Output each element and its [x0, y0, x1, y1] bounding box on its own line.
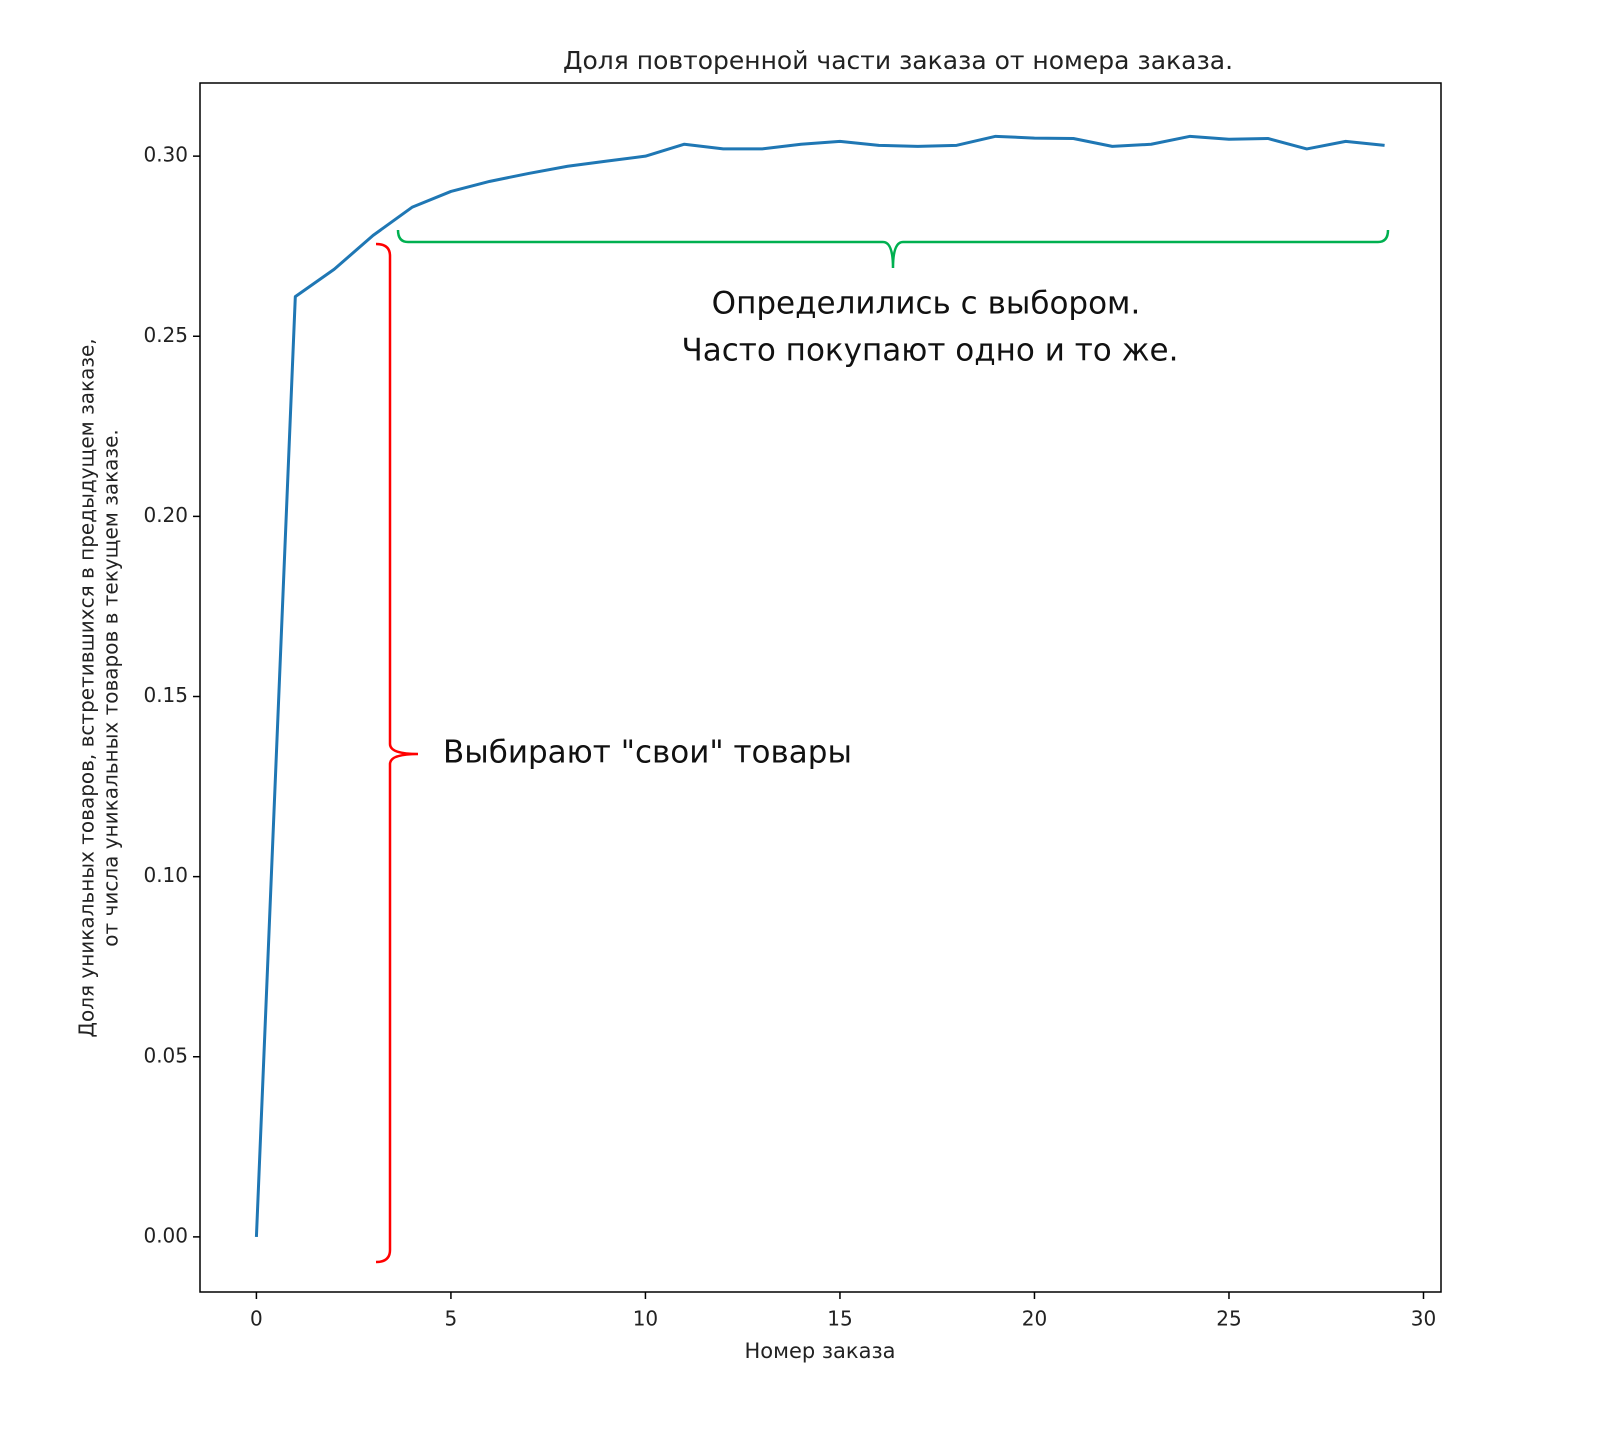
x-tick-label: 20	[1022, 1307, 1047, 1331]
brace	[396, 229, 1390, 269]
y-axis-label-line: от числа уникальных товаров в текущем за…	[99, 429, 123, 946]
x-tick-label: 10	[633, 1307, 658, 1331]
data-line	[254, 134, 1385, 1237]
y-tick-label: 0.05	[143, 1043, 188, 1067]
axes-frame	[199, 82, 1442, 1293]
y-axis-label: Доля уникальных товаров, встретившихся в…	[75, 338, 123, 1037]
x-tick-label: 25	[1216, 1307, 1241, 1331]
x-tick-label: 15	[827, 1307, 852, 1331]
y-tick-label: 0.15	[143, 683, 188, 707]
y-tick-label: 0.00	[143, 1223, 188, 1247]
annotation-text: Выбирают "свои" товары	[443, 735, 852, 771]
y-tick-label: 0.10	[143, 863, 188, 887]
brace	[375, 242, 419, 1264]
annotation-text: Определились с выбором.	[712, 286, 1141, 322]
chart-title: Доля повторенной части заказа от номера …	[563, 46, 1233, 75]
x-axis-label: Номер заказа	[744, 1339, 895, 1363]
x-tick-label: 30	[1411, 1307, 1436, 1331]
x-tick-label: 0	[250, 1307, 263, 1331]
y-tick-label: 0.30	[143, 143, 188, 167]
x-tick-label: 5	[445, 1307, 458, 1331]
y-tick-label: 0.25	[143, 323, 188, 347]
annotation-text: Часто покупают одно и то же.	[682, 333, 1179, 369]
y-tick-label: 0.20	[143, 503, 188, 527]
y-axis-label-line: Доля уникальных товаров, встретившихся в…	[75, 338, 99, 1037]
